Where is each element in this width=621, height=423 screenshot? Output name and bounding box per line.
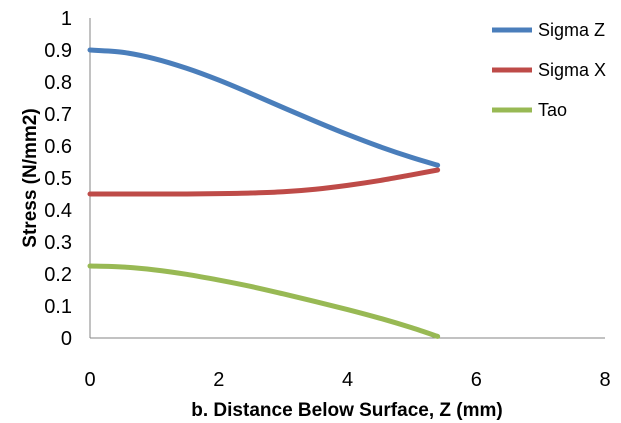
x-tick-labels: 0 2 4 6 8 [84,369,610,391]
legend: Sigma Z Sigma X Tao [492,20,606,120]
series-line-sigma-x [87,167,441,197]
y-tick-label: 0.5 [44,168,72,190]
legend-label-sigma-z: Sigma Z [538,20,605,40]
legend-label-tao: Tao [538,100,567,120]
x-tick-label: 6 [471,369,482,391]
y-tick-label: 0.2 [44,264,72,286]
y-tick-label: 0.4 [44,200,72,222]
legend-label-sigma-x: Sigma X [538,60,606,80]
series-lines [87,47,441,339]
y-axis-title: Stress (N/mm2) [20,108,41,247]
y-tick-label: 0.8 [44,72,72,94]
series-line-tao [87,263,441,339]
x-tick-label: 4 [342,369,353,391]
y-tick-label: 1 [61,8,72,30]
y-tick-label: 0.9 [44,40,72,62]
y-tick-label: 0 [61,328,72,350]
y-tick-label: 0.7 [44,104,72,126]
y-tick-labels: 0 0.1 0.2 0.3 0.4 0.5 0.6 0.7 0.8 0.9 1 [44,8,72,350]
x-axis-title: b. Distance Below Surface, Z (mm) [191,400,502,421]
series-line-sigma-z [87,47,441,168]
x-tick-label: 8 [599,369,610,391]
y-tick-label: 0.1 [44,296,72,318]
x-tick-label: 2 [213,369,224,391]
y-tick-label: 0.6 [44,136,72,158]
y-tick-label: 0.3 [44,232,72,254]
axes [89,18,605,339]
x-tick-label: 0 [84,369,95,391]
